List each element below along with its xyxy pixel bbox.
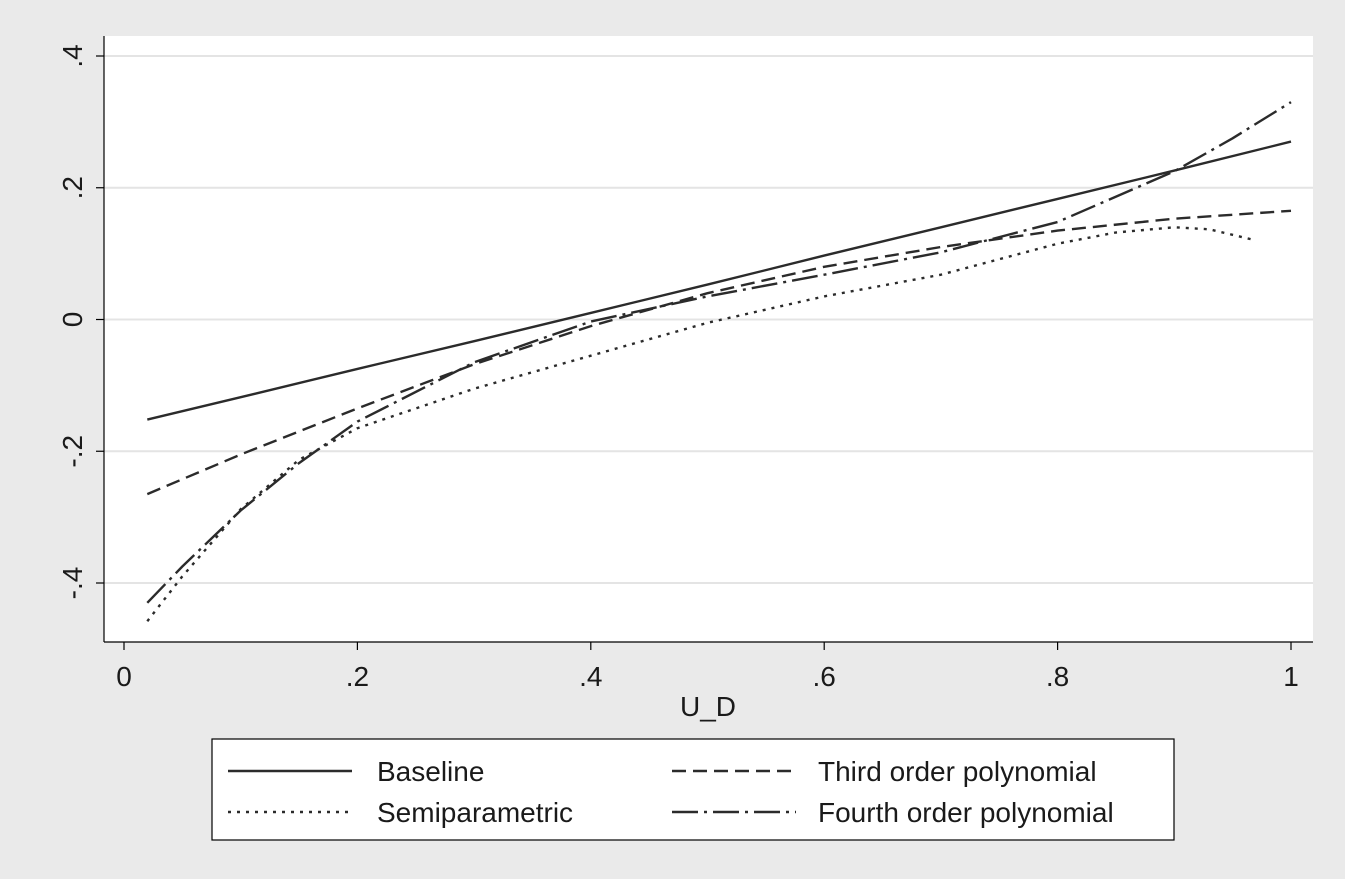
plot-area xyxy=(104,36,1313,642)
series-line-baseline xyxy=(147,140,1292,421)
y-tick-label: -.4 xyxy=(57,567,88,600)
x-tick-label: 0 xyxy=(116,661,132,692)
series-line-semiparametric xyxy=(146,226,1257,622)
legend-label: Third order polynomial xyxy=(818,756,1097,787)
gridlines xyxy=(104,55,1313,584)
series-line-fourth-order-polynomial xyxy=(146,101,1292,604)
y-tick-label: .2 xyxy=(57,176,88,199)
x-tick-label: .2 xyxy=(346,661,369,692)
legend-label: Fourth order polynomial xyxy=(818,797,1114,828)
x-tick-label: .8 xyxy=(1046,661,1069,692)
x-tick-label: .6 xyxy=(813,661,836,692)
x-axis-label: U_D xyxy=(680,691,736,722)
legend-label: Baseline xyxy=(377,756,484,787)
y-tick-label: -.2 xyxy=(57,435,88,468)
x-tick-label: 1 xyxy=(1283,661,1299,692)
y-tick-label: 0 xyxy=(57,312,88,328)
x-axis-ticks: 0 .2 .4 .6 .8 1 xyxy=(116,642,1299,692)
legend-label: Semiparametric xyxy=(377,797,573,828)
series-lines xyxy=(146,101,1292,622)
y-tick-label: .4 xyxy=(57,44,88,67)
y-axis-ticks: -.4 -.2 0 .2 .4 xyxy=(57,44,104,599)
x-tick-label: .4 xyxy=(579,661,602,692)
series-line-third-order-polynomial xyxy=(146,209,1292,496)
legend-box xyxy=(211,738,1175,841)
legend: Baseline Third order polynomial Semiparame… xyxy=(228,756,1114,828)
